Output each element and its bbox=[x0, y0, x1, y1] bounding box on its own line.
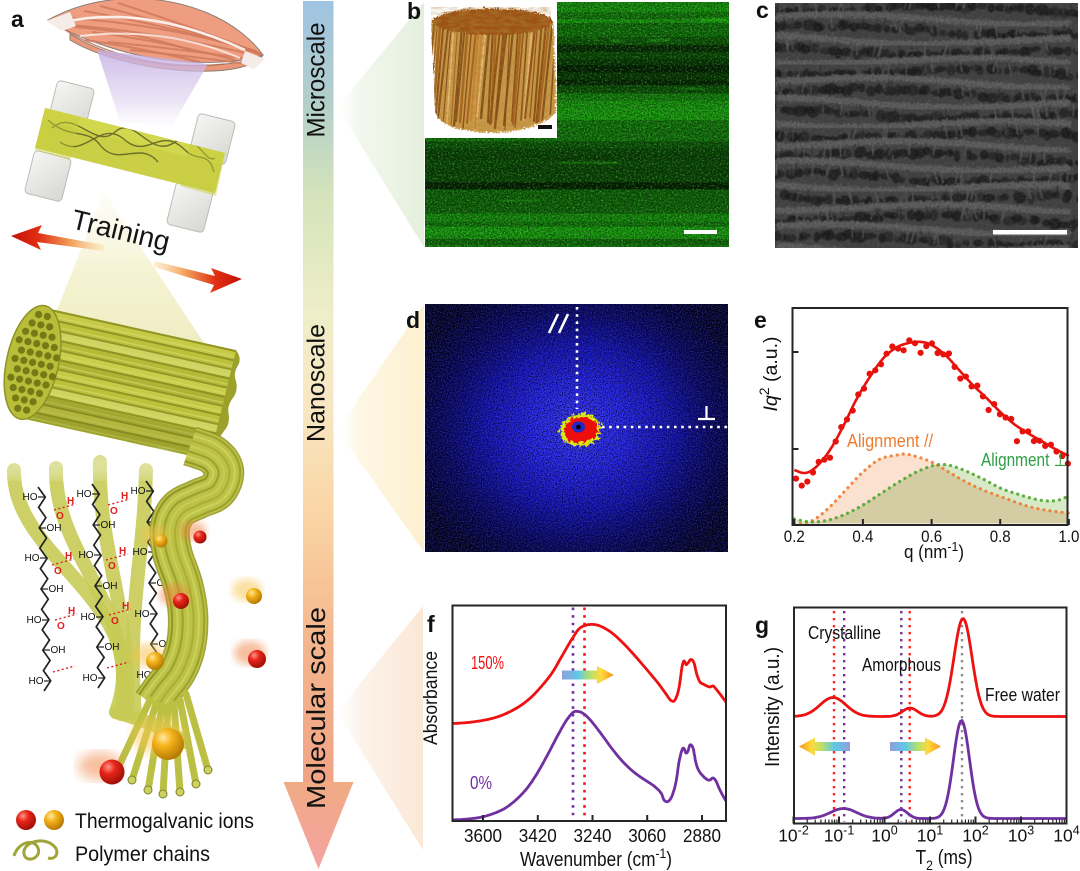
svg-text:HO: HO bbox=[83, 673, 98, 684]
svg-text:Molecular scale: Molecular scale bbox=[301, 607, 331, 809]
svg-text:1.0: 1.0 bbox=[1058, 527, 1079, 546]
svg-text:Polymer chains: Polymer chains bbox=[75, 843, 210, 866]
svg-text:Iq2 (a.u.): Iq2 (a.u.) bbox=[756, 337, 782, 412]
svg-text:10-1: 10-1 bbox=[824, 824, 855, 846]
svg-text:102: 102 bbox=[962, 824, 988, 846]
svg-text:Nanoscale: Nanoscale bbox=[303, 324, 331, 442]
svg-text:H: H bbox=[67, 496, 74, 507]
svg-text:HO: HO bbox=[23, 492, 38, 503]
svg-text:e: e bbox=[754, 307, 767, 333]
svg-text:HO: HO bbox=[131, 486, 146, 497]
svg-text:OH: OH bbox=[103, 581, 118, 592]
svg-text:O: O bbox=[110, 506, 118, 517]
svg-text:HO: HO bbox=[79, 550, 94, 561]
svg-text:O: O bbox=[108, 561, 116, 572]
svg-text:f: f bbox=[427, 611, 435, 637]
svg-text:OH: OH bbox=[51, 645, 66, 656]
svg-text:0.8: 0.8 bbox=[990, 527, 1011, 546]
svg-text:d: d bbox=[406, 307, 420, 333]
svg-text:Amorphous: Amorphous bbox=[862, 655, 941, 675]
svg-text:OH: OH bbox=[49, 584, 64, 595]
svg-text:Intensity (a.u.): Intensity (a.u.) bbox=[762, 647, 784, 767]
svg-text:c: c bbox=[756, 0, 769, 23]
svg-text:H: H bbox=[68, 606, 75, 617]
svg-text:HO: HO bbox=[27, 615, 42, 626]
svg-text:q (nm-1): q (nm-1) bbox=[904, 539, 964, 562]
svg-text:150%: 150% bbox=[471, 653, 504, 673]
svg-text:O: O bbox=[54, 566, 62, 577]
svg-text:Alignment //: Alignment // bbox=[847, 431, 933, 451]
svg-text:3420: 3420 bbox=[519, 826, 557, 846]
svg-text:HO: HO bbox=[81, 612, 96, 623]
svg-text:104: 104 bbox=[1053, 824, 1079, 846]
svg-text:T2 (ms): T2 (ms) bbox=[916, 847, 973, 871]
svg-text:Free water: Free water bbox=[985, 685, 1060, 705]
svg-text:0.6: 0.6 bbox=[921, 527, 942, 546]
svg-text:0%: 0% bbox=[470, 773, 492, 793]
svg-text:O: O bbox=[57, 621, 65, 632]
svg-text:101: 101 bbox=[917, 824, 943, 846]
svg-text:H: H bbox=[119, 546, 126, 557]
svg-text:Alignment ⊥: Alignment ⊥ bbox=[981, 450, 1067, 470]
svg-text:a: a bbox=[11, 6, 24, 32]
svg-text:10-2: 10-2 bbox=[778, 824, 809, 846]
svg-text:OH: OH bbox=[101, 520, 116, 531]
svg-text:HO: HO bbox=[25, 553, 40, 564]
svg-text:O: O bbox=[56, 511, 64, 522]
svg-text:HO: HO bbox=[137, 670, 152, 681]
svg-text:HO: HO bbox=[77, 489, 92, 500]
svg-text:Thermogalvanic ions: Thermogalvanic ions bbox=[75, 810, 254, 833]
svg-text:0.4: 0.4 bbox=[852, 527, 873, 546]
svg-text:0.2: 0.2 bbox=[784, 527, 805, 546]
svg-text:H: H bbox=[122, 601, 129, 612]
svg-text:Crystalline: Crystalline bbox=[808, 623, 881, 643]
svg-text:100: 100 bbox=[871, 824, 897, 846]
svg-text:Microscale: Microscale bbox=[303, 23, 331, 138]
svg-text:2880: 2880 bbox=[683, 826, 721, 846]
svg-text:HO: HO bbox=[29, 676, 44, 687]
svg-text:H: H bbox=[121, 491, 128, 502]
svg-text:103: 103 bbox=[1008, 824, 1034, 846]
svg-text:OH: OH bbox=[47, 523, 62, 534]
svg-text:Absorbance: Absorbance bbox=[421, 651, 442, 745]
svg-text:g: g bbox=[755, 612, 769, 638]
svg-text:HO: HO bbox=[135, 609, 150, 620]
svg-text:HO: HO bbox=[133, 547, 148, 558]
svg-text:3240: 3240 bbox=[574, 826, 612, 846]
svg-text:3060: 3060 bbox=[628, 826, 666, 846]
svg-text:3600: 3600 bbox=[464, 826, 502, 846]
svg-text:b: b bbox=[407, 0, 421, 24]
svg-text:Wavenumber (cm-1): Wavenumber (cm-1) bbox=[520, 845, 672, 871]
svg-text:OH: OH bbox=[105, 642, 120, 653]
svg-text:O: O bbox=[111, 616, 119, 627]
svg-text:H: H bbox=[65, 551, 72, 562]
